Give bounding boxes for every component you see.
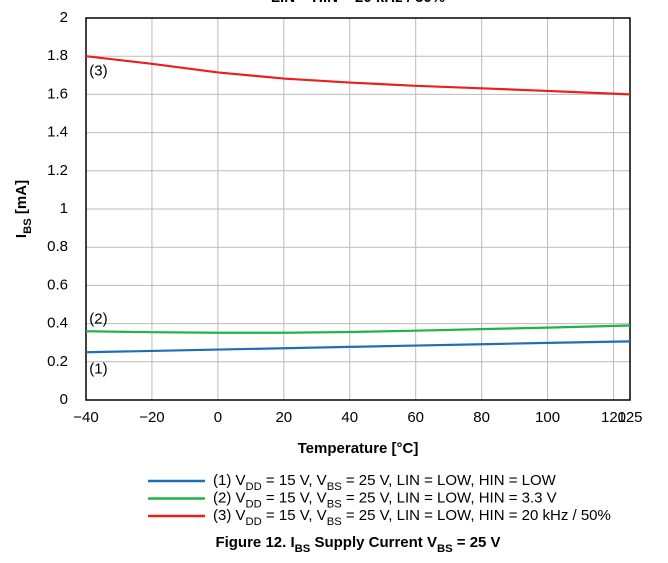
series-line	[85, 55, 631, 96]
y-tick-label: 1.6	[47, 85, 68, 102]
y-tick-label: 1.8	[47, 47, 68, 64]
x-tick-label: −20	[139, 409, 164, 426]
x-tick-label: 60	[407, 409, 424, 426]
legend-label: (2) VDD = 15 V, VBS = 25 V, LIN = LOW, H…	[213, 489, 557, 510]
x-tick-label: 80	[473, 409, 490, 426]
annotation: (2)	[89, 311, 107, 328]
y-tick-label: 0.8	[47, 238, 68, 255]
y-tick-label: 2	[60, 9, 68, 26]
x-tick-label: 100	[535, 409, 560, 426]
chart-title: LIN = HIN = 20 kHz / 50%	[271, 0, 445, 6]
x-tick-label: −40	[73, 409, 98, 426]
y-tick-label: 1.4	[47, 124, 68, 141]
x-tick-label: 125	[617, 409, 642, 426]
x-tick-label: 20	[275, 409, 292, 426]
x-tick-label: 40	[341, 409, 358, 426]
y-tick-label: 0	[60, 391, 68, 408]
y-tick-label: 0.2	[47, 353, 68, 370]
x-axis-label: Temperature [°C]	[298, 440, 419, 457]
series-line	[85, 340, 631, 354]
annotation: (1)	[89, 360, 107, 377]
annotation: (3)	[89, 62, 107, 79]
y-axis-label: IBS [mA]	[13, 180, 34, 238]
x-tick-label: 0	[214, 409, 222, 426]
legend-label: (3) VDD = 15 V, VBS = 25 V, LIN = LOW, H…	[213, 507, 611, 528]
series-line	[85, 324, 631, 334]
figure-caption: Figure 12. IBS Supply Current VBS = 25 V	[215, 534, 500, 555]
y-tick-label: 1.2	[47, 162, 68, 179]
y-tick-label: 0.6	[47, 276, 68, 293]
legend-label: (1) VDD = 15 V, VBS = 25 V, LIN = LOW, H…	[213, 472, 557, 493]
y-tick-label: 1	[60, 200, 68, 217]
x-tick-label: 120	[601, 409, 626, 426]
plot-frame	[85, 17, 631, 401]
y-tick-label: 0.4	[47, 315, 68, 332]
